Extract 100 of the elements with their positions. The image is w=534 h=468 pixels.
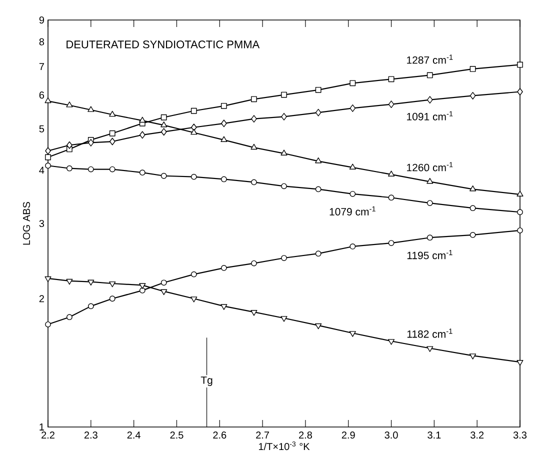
y-tick-label: 8 — [39, 38, 44, 46]
point — [517, 62, 523, 68]
point — [281, 92, 287, 98]
point — [190, 296, 198, 302]
point — [220, 264, 227, 271]
point — [160, 114, 167, 120]
point — [140, 131, 146, 139]
point — [190, 174, 197, 180]
point — [426, 178, 434, 184]
point — [88, 106, 94, 112]
point — [45, 154, 51, 160]
point — [66, 141, 72, 149]
series-label: 1182 cm$^{-1}$ — [407, 328, 452, 338]
point — [388, 240, 394, 246]
point — [160, 128, 167, 136]
point — [315, 157, 322, 164]
point — [220, 102, 227, 109]
point — [139, 116, 146, 123]
point — [44, 97, 52, 104]
point — [45, 147, 51, 155]
x-tick-label: 2.4 — [127, 432, 140, 439]
point — [426, 234, 433, 241]
point — [350, 190, 356, 197]
point — [109, 110, 116, 117]
point — [516, 190, 524, 196]
point — [139, 283, 146, 289]
point — [280, 316, 288, 322]
point — [470, 92, 476, 100]
y-axis-title: LOG ABS — [22, 202, 30, 245]
point — [109, 281, 116, 288]
point — [190, 128, 198, 135]
point — [251, 179, 257, 186]
point — [281, 112, 287, 120]
point — [388, 339, 395, 345]
y-tick-label: 6 — [39, 92, 44, 99]
ref-line-label: Tg — [200, 376, 212, 386]
y-tick-label: 1 — [40, 424, 44, 430]
point — [66, 278, 73, 285]
x-axis-title: 1/T×10$^{-3}$ °K — [258, 441, 310, 450]
point — [388, 100, 394, 108]
point — [349, 331, 356, 337]
point — [426, 72, 433, 78]
y-tick-label: 7 — [39, 63, 44, 70]
y-tick-label: 2 — [39, 295, 44, 302]
x-tick-label: 2.8 — [299, 432, 312, 439]
x-tick-label: 2.3 — [84, 432, 98, 439]
series-label: 1287 cm$^{-1}$ — [407, 54, 453, 64]
point — [470, 205, 476, 212]
point — [315, 323, 322, 330]
series-label: 1195 cm$^{-1}$ — [407, 250, 452, 260]
point — [139, 170, 146, 176]
point — [350, 104, 356, 112]
x-tick-label: 2.7 — [256, 432, 270, 439]
point — [109, 138, 116, 146]
point — [251, 260, 257, 266]
x-tick-label: 2.2 — [42, 432, 54, 439]
y-tick-label: 5 — [39, 125, 44, 132]
point — [470, 185, 476, 192]
point — [251, 115, 257, 123]
series-label: 1079 cm$^{-1}$ — [330, 206, 376, 216]
point — [88, 303, 94, 310]
point — [388, 194, 394, 201]
point — [66, 102, 73, 108]
point — [109, 296, 116, 302]
point — [66, 165, 72, 172]
point — [426, 200, 433, 206]
point — [470, 232, 476, 238]
point — [517, 209, 523, 216]
point — [88, 166, 94, 172]
point — [315, 86, 322, 93]
point — [516, 360, 524, 366]
point — [281, 255, 287, 261]
x-tick-label: 3.2 — [470, 432, 484, 439]
point — [470, 66, 476, 72]
x-tick-label: 2.6 — [213, 432, 226, 439]
x-tick-label: 2.9 — [342, 432, 355, 439]
series-label: 1091 cm$^{-1}$ — [407, 111, 453, 120]
x-tick-label: 2.5 — [170, 432, 184, 439]
y-tick-label: 3 — [39, 220, 44, 228]
point — [220, 304, 228, 310]
point — [517, 88, 523, 96]
point — [426, 346, 434, 352]
point — [45, 162, 51, 169]
point — [160, 172, 167, 179]
point — [220, 176, 227, 182]
point — [109, 166, 116, 172]
point — [315, 250, 322, 257]
point — [220, 136, 228, 142]
point — [517, 227, 523, 234]
point — [350, 80, 356, 86]
text: DEUTERATED SYNDIOTACTIC PMMA — [66, 40, 260, 48]
point — [315, 186, 322, 192]
x-tick-label: 3.0 — [384, 432, 398, 439]
point — [45, 321, 51, 328]
x-tick-label: 3.3 — [513, 432, 527, 439]
point — [388, 76, 394, 82]
point — [190, 108, 197, 114]
point — [251, 96, 257, 102]
x-tick-label: 3.1 — [428, 432, 441, 439]
point — [250, 310, 258, 316]
